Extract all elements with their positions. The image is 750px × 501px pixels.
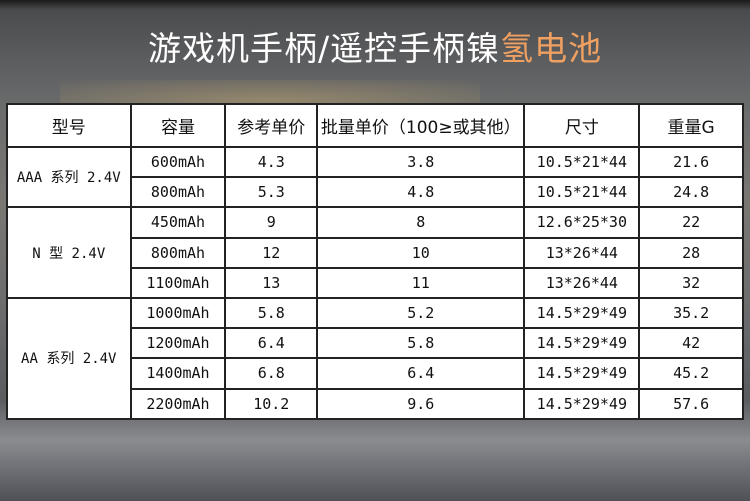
capacity-cell: 1200mAh xyxy=(129,327,227,360)
capacity-cell: 2200mAh xyxy=(129,387,227,420)
weight-cell: 57.6 xyxy=(638,387,744,420)
battery-spec-table: 型号 容量 参考单价 批量单价（100≥或其他） 尺寸 重量G AAA 系列 2.4V 60… xyxy=(6,103,744,420)
weight-cell: 45.2 xyxy=(638,357,744,390)
size-cell: 14.5*29*49 xyxy=(523,327,641,360)
reference-price-cell: 4.3 xyxy=(224,145,319,179)
size-cell: 13*26*44 xyxy=(523,266,641,299)
column-header: 容量 xyxy=(129,103,227,148)
weight-cell: 28 xyxy=(638,236,744,269)
size-cell: 14.5*29*49 xyxy=(523,357,641,390)
title-main: 游戏机手柄/遥控手柄镍 xyxy=(147,29,501,68)
column-header: 尺寸 xyxy=(523,103,641,148)
table-row: AA 系列 2.4V 1000mAh 5.8 5.2 14.5*29*49 35.2 xyxy=(6,296,744,420)
reference-price-cell: 9 xyxy=(224,206,319,239)
size-cell: 12.6*25*30 xyxy=(523,206,641,239)
reference-price-cell: 6.8 xyxy=(224,357,319,390)
bulk-price-cell: 9.6 xyxy=(316,387,526,420)
reference-price-cell: 13 xyxy=(224,266,319,299)
reference-price-cell: 5.8 xyxy=(224,296,319,330)
table-row: 1100mAh 13 11 13*26*44 32 xyxy=(7,266,744,299)
bulk-price-cell: 4.8 xyxy=(316,176,526,209)
table-row: 800mAh 5.3 4.8 10.5*21*44 24.8 xyxy=(7,176,744,209)
model-cell: N 型 2.4V xyxy=(6,206,132,299)
bulk-price-cell: 10 xyxy=(316,236,526,269)
weight-cell: 42 xyxy=(638,327,744,360)
capacity-cell: 1000mAh xyxy=(129,296,227,330)
weight-cell: 35.2 xyxy=(638,296,744,330)
capacity-cell: 450mAh xyxy=(129,206,227,239)
reference-price-cell: 12 xyxy=(224,236,319,269)
bulk-price-cell: 5.2 xyxy=(316,296,526,330)
weight-cell: 24.8 xyxy=(638,176,744,209)
capacity-cell: 800mAh xyxy=(129,236,227,269)
model-cell: AA 系列 2.4V xyxy=(6,296,132,420)
weight-cell: 21.6 xyxy=(638,145,744,179)
capacity-cell: 1100mAh xyxy=(129,266,227,299)
capacity-cell: 1400mAh xyxy=(129,357,227,390)
reference-price-cell: 10.2 xyxy=(224,387,319,420)
title-highlight: 氢电池 xyxy=(500,29,603,68)
column-header: 参考单价 xyxy=(224,103,319,148)
weight-cell: 32 xyxy=(638,266,744,299)
table-row: 1200mAh 6.4 5.8 14.5*29*49 42 xyxy=(7,327,744,360)
bulk-price-cell: 6.4 xyxy=(316,357,526,390)
table-row: 800mAh 12 10 13*26*44 28 xyxy=(7,236,744,269)
column-header: 批量单价（100≥或其他） xyxy=(316,103,526,148)
size-cell: 13*26*44 xyxy=(523,236,641,269)
capacity-cell: 800mAh xyxy=(129,176,227,209)
reference-price-cell: 6.4 xyxy=(224,327,319,360)
table-row: 2200mAh 10.2 9.6 14.5*29*49 57.6 xyxy=(7,387,744,420)
table-row: AAA 系列 2.4V 600mAh 4.3 3.8 10.5*21*44 21.6 xyxy=(6,145,744,209)
capacity-cell: 600mAh xyxy=(129,145,227,179)
weight-cell: 22 xyxy=(638,206,744,239)
model-cell: AAA 系列 2.4V xyxy=(6,145,132,209)
bulk-price-cell: 11 xyxy=(316,266,526,299)
table-row: 1400mAh 6.8 6.4 14.5*29*49 45.2 xyxy=(7,357,744,390)
reference-price-cell: 5.3 xyxy=(224,176,319,209)
page-title: 游戏机手柄/遥控手柄镍氢电池 xyxy=(0,22,750,70)
size-cell: 10.5*21*44 xyxy=(523,145,641,179)
column-header: 型号 xyxy=(6,103,132,148)
bulk-price-cell: 5.8 xyxy=(316,327,526,360)
size-cell: 14.5*29*49 xyxy=(523,296,641,330)
bulk-price-cell: 8 xyxy=(316,206,526,239)
bulk-price-cell: 3.8 xyxy=(316,145,526,179)
size-cell: 10.5*21*44 xyxy=(523,176,641,209)
table-header-row: 型号 容量 参考单价 批量单价（100≥或其他） 尺寸 重量G xyxy=(6,103,744,148)
table-row: N 型 2.4V 450mAh 9 8 12.6*25*30 22 xyxy=(6,206,744,299)
column-header: 重量G xyxy=(638,103,744,148)
size-cell: 14.5*29*49 xyxy=(523,387,641,420)
